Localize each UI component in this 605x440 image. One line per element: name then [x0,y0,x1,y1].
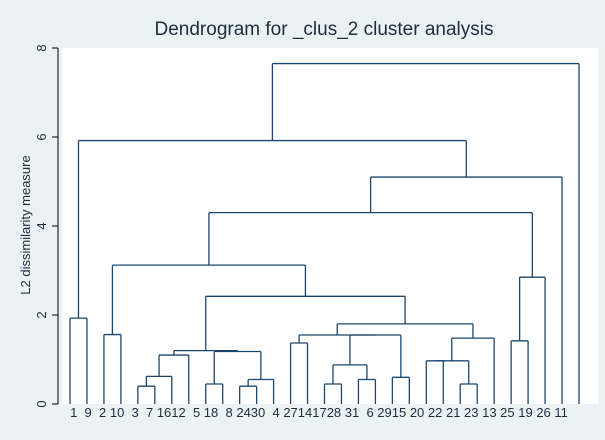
y-tick-label: 2 [34,311,49,318]
y-axis-label: L2 dissimilarity measure [18,155,33,294]
chart-title: Dendrogram for _clus_2 cluster analysis [155,19,494,40]
y-tick-label: 8 [34,44,49,51]
leaf-labels: 1 9 2 10 3 7 1612 5 18 8 2430 4 27141728… [70,405,568,420]
dendrogram-links [69,62,580,404]
y-tick-label: 6 [34,133,49,140]
plot-region [62,48,598,404]
y-tick-label: 4 [34,222,49,229]
y-tick-label: 0 [34,400,49,407]
y-axis-ticks: 0 2 4 6 8 [34,44,58,408]
